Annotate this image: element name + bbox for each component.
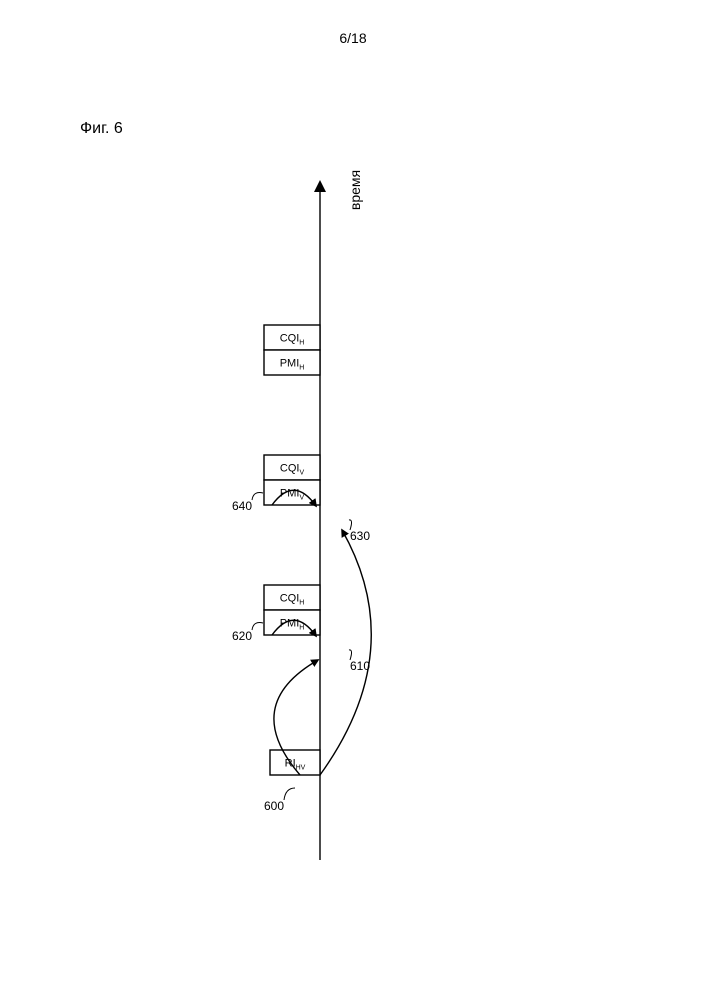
page-number: 6/18 (0, 30, 706, 46)
page: 6/18 Фиг. 6 времяRIHVCQIHPMIHCQIVPMIVCQI… (0, 0, 706, 999)
figure-label: Фиг. 6 (80, 120, 123, 138)
time-axis-label: время (347, 170, 363, 210)
svg-text:630: 630 (350, 529, 370, 543)
svg-text:600: 600 (264, 799, 284, 813)
timeline-diagram: времяRIHVCQIHPMIHCQIVPMIVCQIHPMIH6006206… (200, 160, 440, 880)
svg-text:620: 620 (232, 629, 252, 643)
svg-text:640: 640 (232, 499, 252, 513)
